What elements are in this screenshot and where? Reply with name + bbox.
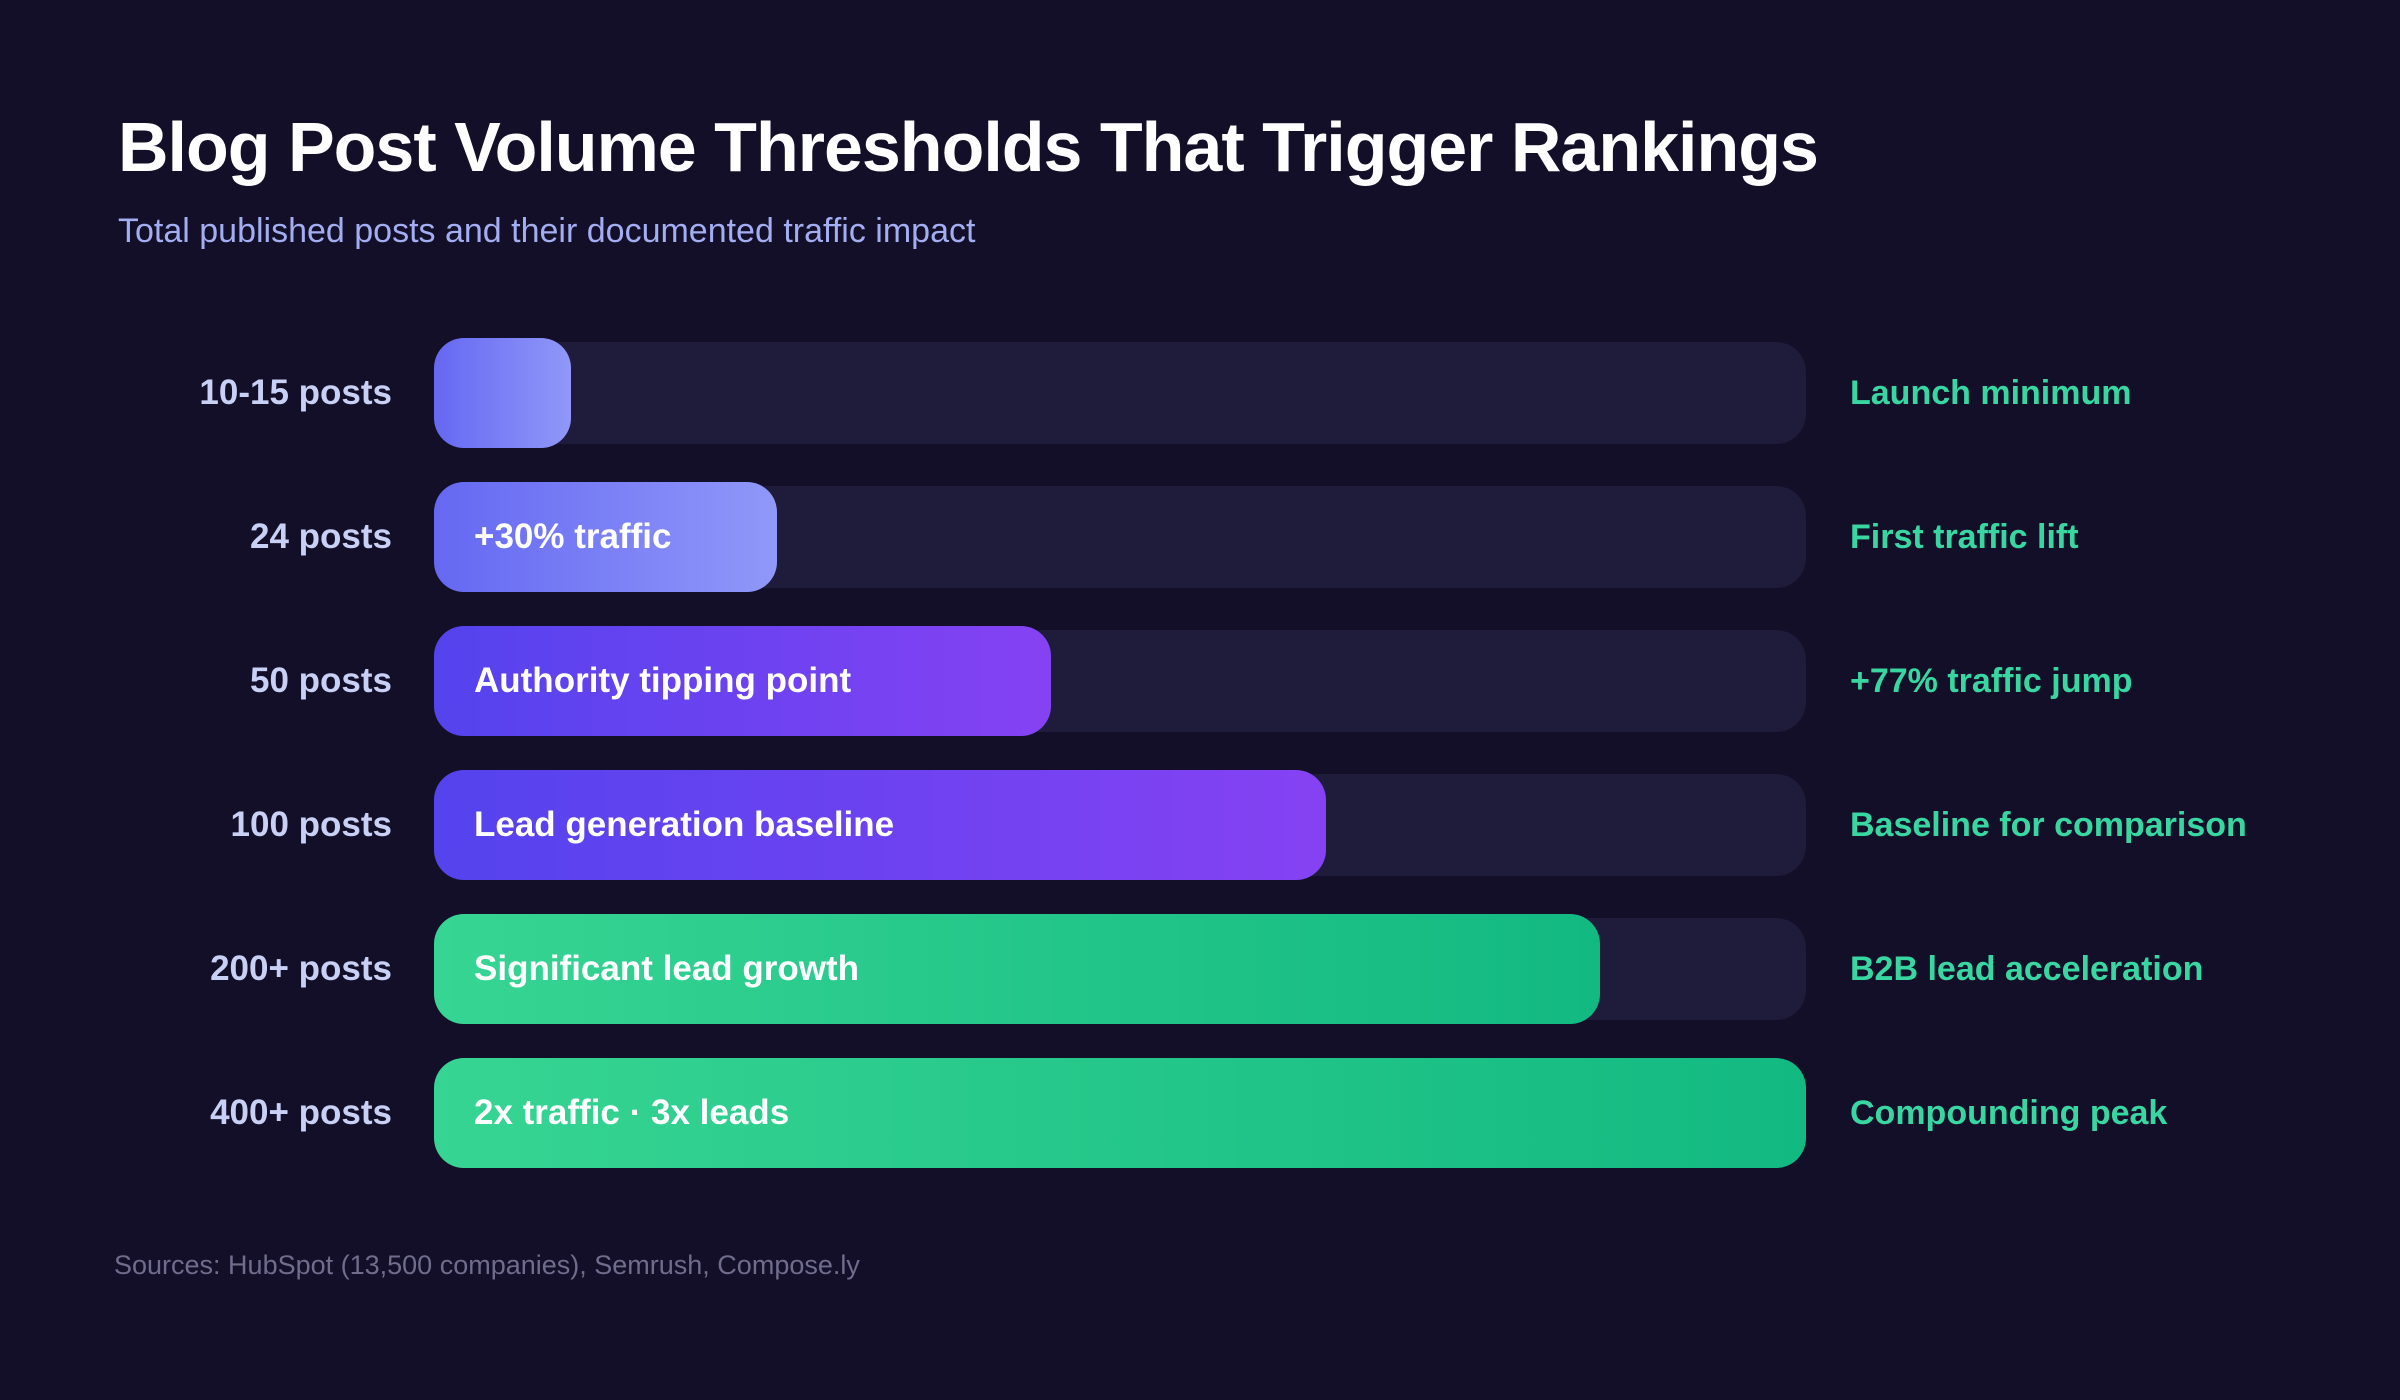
bar-fill: Lead generation baseline xyxy=(434,770,1326,880)
chart-row: 100 posts Lead generation baseline Basel… xyxy=(0,770,2400,880)
bar-annotation: Baseline for comparison xyxy=(1850,805,2247,844)
category-label: 24 posts xyxy=(250,517,392,556)
bar-fill: Authority tipping point xyxy=(434,626,1052,736)
bar-fill xyxy=(434,338,572,448)
bar-annotation: First traffic lift xyxy=(1850,517,2079,556)
chart-row: 50 posts Authority tipping point +77% tr… xyxy=(0,626,2400,736)
source-note: Sources: HubSpot (13,500 companies), Sem… xyxy=(114,1250,860,1280)
bar-fill: Significant lead growth xyxy=(434,914,1601,1024)
page-title: Blog Post Volume Thresholds That Trigger… xyxy=(118,108,1819,186)
chart-row: 200+ posts Significant lead growth B2B l… xyxy=(0,914,2400,1024)
bar-annotation: Launch minimum xyxy=(1850,373,2132,412)
chart-row: 24 posts +30% traffic First traffic lift xyxy=(0,482,2400,592)
bar-track: Significant lead growth xyxy=(434,914,1806,1024)
bar-track xyxy=(434,338,1806,448)
category-label: 50 posts xyxy=(250,661,392,700)
chart-row: 400+ posts 2x traffic · 3x leads Compoun… xyxy=(0,1058,2400,1168)
category-label: 400+ posts xyxy=(210,1093,392,1132)
category-label: 100 posts xyxy=(230,805,392,844)
bar-track: +30% traffic xyxy=(434,482,1806,592)
page-subtitle: Total published posts and their document… xyxy=(118,212,976,250)
bar-annotation: B2B lead acceleration xyxy=(1850,949,2204,988)
chart-header: Blog Post Volume Thresholds That Trigger… xyxy=(0,0,2400,251)
bar-annotation: Compounding peak xyxy=(1850,1093,2168,1132)
bar-fill: 2x traffic · 3x leads xyxy=(434,1058,1806,1168)
bar-track: Authority tipping point xyxy=(434,626,1806,736)
chart-row: 10-15 posts Launch minimum xyxy=(0,338,2400,448)
bar-fill: +30% traffic xyxy=(434,482,777,592)
bar-track: 2x traffic · 3x leads xyxy=(434,1058,1806,1168)
bar-track: Lead generation baseline xyxy=(434,770,1806,880)
chart-footer: Sources: HubSpot (13,500 companies), Sem… xyxy=(0,1250,2400,1281)
bar-annotation: +77% traffic jump xyxy=(1850,661,2133,700)
category-label: 200+ posts xyxy=(210,949,392,988)
bar-chart: 10-15 posts Launch minimum 24 posts +30%… xyxy=(0,338,2400,1168)
category-label: 10-15 posts xyxy=(199,373,392,412)
